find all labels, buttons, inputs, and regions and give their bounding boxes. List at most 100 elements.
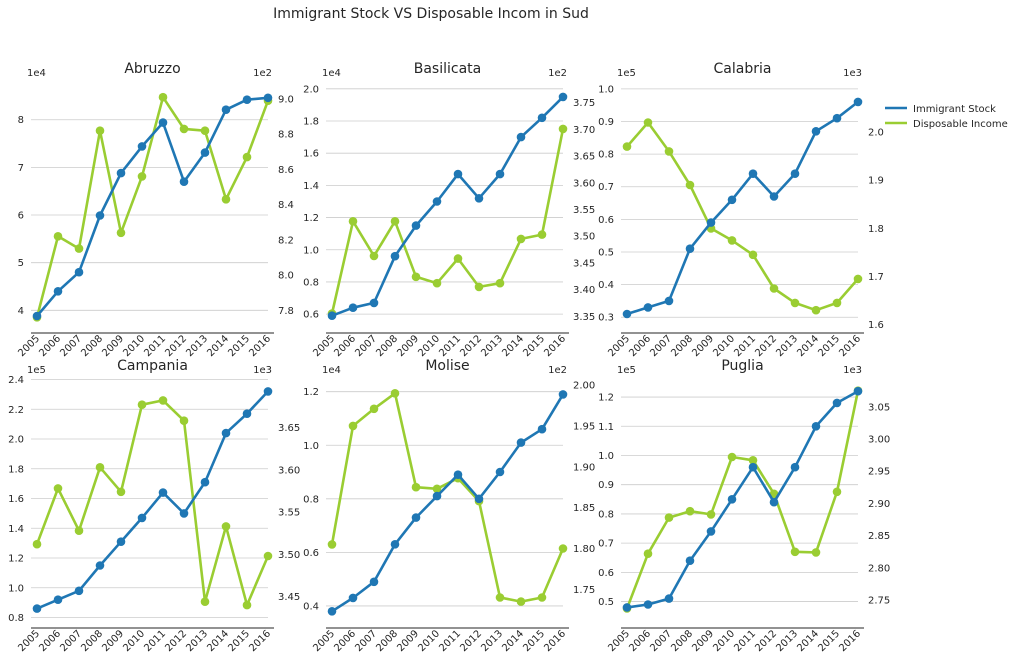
data-point: [516, 234, 526, 244]
data-point: [369, 298, 379, 308]
right-y-tick-label: 2.75: [868, 596, 890, 607]
x-tick-label: 2013: [184, 628, 210, 654]
x-tick-label: 2010: [121, 628, 147, 654]
x-tick-label: 2008: [374, 333, 400, 359]
right-y-tick-label: 3.65: [573, 152, 595, 163]
data-point: [685, 180, 695, 190]
data-point: [664, 513, 674, 522]
data-point: [327, 607, 337, 616]
x-tick-label: 2013: [479, 333, 505, 359]
subplot-molise: 0.4 0.6 0.8 1.0 1.2 1.75 1.80 1.85 1.90 1.95 2.00 1…: [303, 358, 595, 654]
left-axis-multiplier: 1e4: [322, 68, 341, 79]
right-y-tick-label: 2.80: [868, 563, 890, 574]
left-y-tick-label: 6: [18, 211, 24, 222]
x-tick-label: 2006: [332, 628, 358, 654]
data-point: [769, 497, 779, 507]
data-point: [242, 95, 252, 104]
x-tick-label: 2009: [690, 628, 716, 654]
right-axis-multiplier: 1e3: [253, 365, 272, 376]
right-y-tick-label: 3.60: [278, 465, 300, 476]
x-tick-label: 2009: [395, 628, 421, 654]
x-tick-label: 2013: [774, 333, 800, 359]
data-point: [537, 113, 547, 123]
left-y-tick-label: 5: [18, 258, 24, 269]
series-line: [35, 95, 270, 318]
left-y-tick-label: 1.0: [303, 245, 319, 256]
right-y-tick-label: 8.8: [278, 130, 294, 141]
data-point: [179, 124, 189, 134]
right-y-tick-label: 2.95: [868, 467, 890, 478]
x-tick-label: 2005: [606, 628, 632, 654]
x-tick-label: 2007: [353, 333, 379, 359]
x-tick-label: 2005: [16, 333, 42, 359]
x-tick-label: 2009: [395, 333, 421, 359]
left-y-tick-label: 0.4: [598, 280, 614, 291]
x-tick-label: 2015: [816, 333, 842, 359]
data-point: [643, 600, 653, 609]
x-tick-label: 2016: [837, 628, 863, 654]
data-point: [200, 477, 210, 487]
left-axis-multiplier: 1e5: [27, 365, 46, 376]
subplot-calabria: 0.3 0.4 0.5 0.6 0.7 0.8 0.9 1.0 1.6 1.7 1.8 1.9 2.0 1…: [598, 61, 884, 359]
right-y-tick-label: 8.0: [278, 271, 294, 282]
data-point: [179, 416, 189, 426]
data-point: [53, 232, 63, 241]
data-point: [706, 527, 716, 536]
data-point: [348, 593, 358, 603]
data-point: [664, 147, 674, 156]
left-y-tick-label: 0.8: [598, 150, 614, 161]
series-disposable-income: [327, 389, 568, 606]
data-point: [748, 456, 758, 465]
x-tick-label: 2012: [753, 628, 779, 654]
data-point: [811, 422, 821, 431]
data-point: [706, 218, 716, 227]
data-point: [558, 92, 568, 102]
left-y-tick-label: 1.4: [8, 524, 24, 535]
right-y-tick-label: 3.75: [573, 98, 595, 109]
right-y-tick-label: 8.2: [278, 235, 294, 246]
data-point: [411, 272, 421, 282]
data-point: [769, 284, 779, 293]
series-line: [331, 393, 565, 613]
data-point: [369, 577, 379, 587]
x-tick-label: 2012: [458, 333, 484, 359]
series-immigrant-stock: [327, 390, 568, 616]
series-line: [36, 390, 269, 610]
series-immigrant-stock: [622, 386, 863, 612]
x-tick-label: 2015: [226, 333, 252, 359]
right-y-tick-label: 7.8: [278, 306, 294, 317]
series-disposable-income: [32, 396, 273, 610]
figure-title: Immigrant Stock VS Disposable Incom in S…: [273, 6, 589, 22]
data-point: [664, 594, 674, 603]
data-point: [495, 169, 505, 179]
x-tick-label: 2012: [458, 628, 484, 654]
x-tick-label: 2011: [732, 628, 758, 654]
series-line: [331, 95, 564, 317]
right-y-tick-label: 3.70: [573, 125, 595, 136]
x-tick-label: 2010: [711, 628, 737, 654]
data-point: [221, 522, 231, 531]
data-point: [495, 278, 505, 288]
right-y-tick-label: 3.40: [573, 285, 595, 296]
right-y-tick-label: 3.60: [573, 178, 595, 189]
legend-label-disposable-income: Disposable Income: [913, 119, 1008, 130]
x-tick-label: 2005: [311, 628, 337, 654]
data-point: [453, 470, 463, 480]
left-y-tick-label: 1.1: [598, 422, 614, 433]
series-line: [626, 390, 859, 609]
x-tick-label: 2007: [648, 333, 674, 359]
x-tick-label: 2011: [437, 628, 463, 654]
x-tick-label: 2016: [837, 333, 863, 359]
data-point: [790, 462, 800, 472]
legend: Immigrant Stock Disposable Income: [885, 104, 1008, 130]
x-tick-label: 2015: [226, 628, 252, 654]
data-point: [369, 404, 379, 414]
data-point: [137, 400, 147, 410]
left-y-tick-label: 0.6: [303, 310, 319, 321]
x-tick-label: 2014: [500, 333, 526, 359]
data-point: [263, 387, 273, 396]
x-tick-label: 2013: [184, 333, 210, 359]
right-y-tick-label: 1.85: [573, 503, 595, 514]
data-point: [179, 509, 189, 518]
